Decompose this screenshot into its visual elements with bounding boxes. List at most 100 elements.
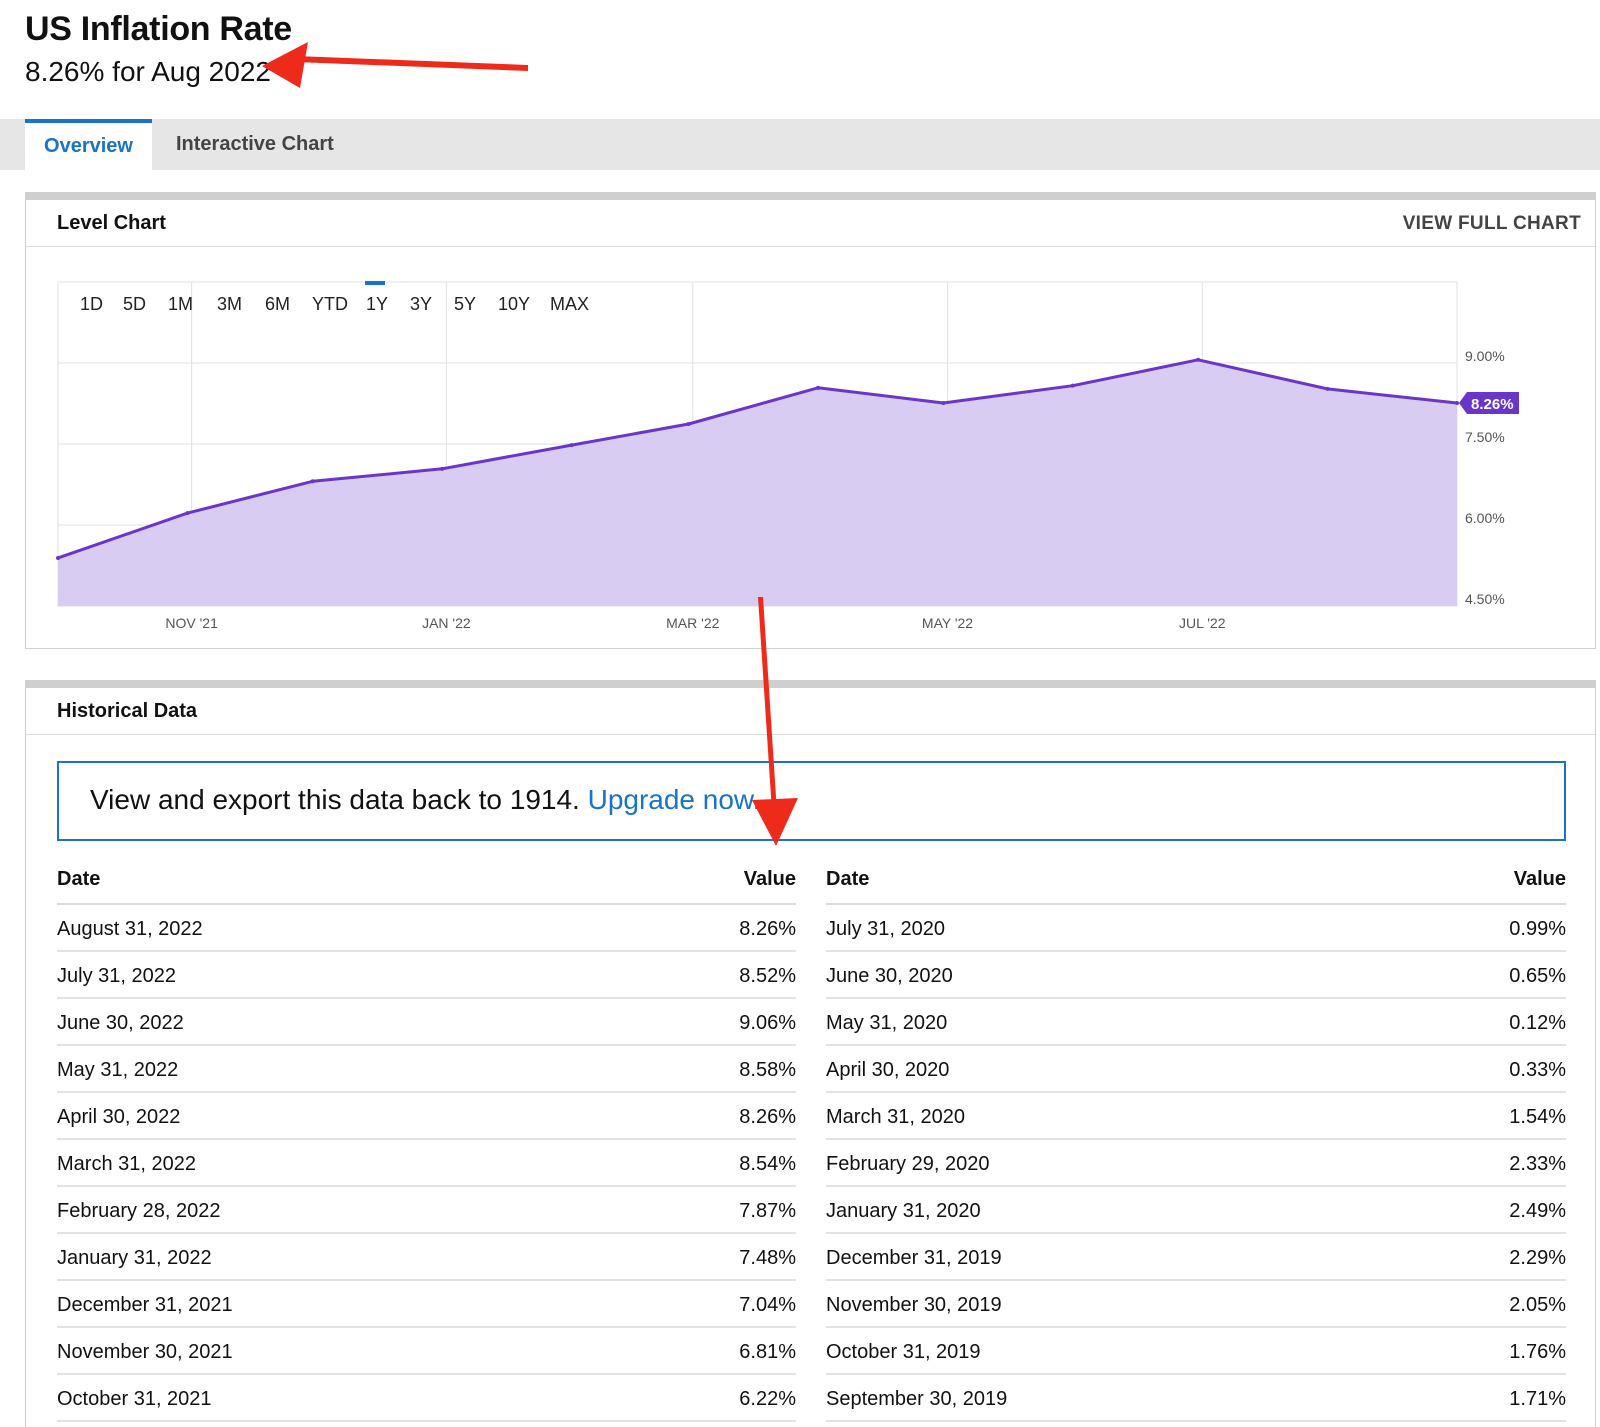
table-row: October 31, 2019 1.76% bbox=[826, 1328, 1566, 1375]
row-date: October 31, 2019 bbox=[826, 1341, 981, 1363]
tab-overview[interactable]: Overview bbox=[25, 119, 152, 170]
table-row: April 30, 2020 0.33% bbox=[826, 1046, 1566, 1093]
historical-data-panel: Historical Data View and export this dat… bbox=[25, 680, 1596, 1427]
range-button-3y[interactable]: 3Y bbox=[410, 294, 432, 314]
row-date: June 30, 2020 bbox=[826, 965, 953, 987]
x-tick-label: JUL '22 bbox=[1179, 615, 1226, 631]
range-button-3m[interactable]: 3M bbox=[217, 294, 242, 314]
upgrade-banner-text: View and export this data back to 1914. … bbox=[90, 784, 760, 816]
row-value: 8.52% bbox=[739, 965, 796, 987]
upgrade-now-link[interactable]: Upgrade now. bbox=[587, 784, 761, 815]
table-row: June 30, 2020 0.65% bbox=[826, 952, 1566, 999]
row-value: 2.05% bbox=[1509, 1294, 1566, 1316]
table-row: July 31, 2020 0.99% bbox=[826, 905, 1566, 952]
range-button-1d[interactable]: 1D bbox=[80, 294, 103, 314]
x-tick-label: NOV '21 bbox=[165, 615, 218, 631]
row-value: 8.58% bbox=[739, 1059, 796, 1081]
table-row: January 31, 2022 7.48% bbox=[57, 1234, 796, 1281]
active-range-indicator bbox=[365, 281, 385, 285]
row-date: December 31, 2019 bbox=[826, 1247, 1002, 1269]
table-row: November 30, 2021 6.81% bbox=[57, 1328, 796, 1375]
table-row: March 31, 2022 8.54% bbox=[57, 1140, 796, 1187]
range-button-10y[interactable]: 10Y bbox=[498, 294, 530, 314]
table-row: July 31, 2022 8.52% bbox=[57, 952, 796, 999]
table-row: March 31, 2020 1.54% bbox=[826, 1093, 1566, 1140]
table-row: April 30, 2022 8.26% bbox=[57, 1093, 796, 1140]
current-value-marker bbox=[1459, 391, 1519, 414]
data-point bbox=[185, 511, 190, 516]
table-row: December 31, 2021 7.04% bbox=[57, 1281, 796, 1328]
range-button-ytd[interactable]: YTD bbox=[312, 294, 348, 314]
row-date: June 30, 2022 bbox=[57, 1012, 184, 1034]
table-row: May 31, 2022 8.58% bbox=[57, 1046, 796, 1093]
y-tick-label: 4.50% bbox=[1465, 591, 1505, 607]
row-value: 7.87% bbox=[739, 1200, 796, 1222]
row-date: October 31, 2021 bbox=[57, 1388, 212, 1410]
tab-bar: Overview Interactive Chart bbox=[0, 119, 1600, 170]
table-row: May 31, 2020 0.12% bbox=[826, 999, 1566, 1046]
range-button-1m[interactable]: 1M bbox=[168, 294, 193, 314]
row-value: 7.04% bbox=[739, 1294, 796, 1316]
row-value: 9.06% bbox=[739, 1012, 796, 1034]
y-tick-label: 7.50% bbox=[1465, 429, 1505, 445]
value-column-header: Value bbox=[743, 868, 796, 890]
row-value: 1.76% bbox=[1509, 1341, 1566, 1363]
x-tick-label: MAY '22 bbox=[922, 615, 973, 631]
table-row: November 30, 2019 2.05% bbox=[826, 1281, 1566, 1328]
row-value: 7.48% bbox=[739, 1247, 796, 1269]
range-button-5y[interactable]: 5Y bbox=[454, 294, 476, 314]
data-point bbox=[440, 466, 445, 471]
data-point bbox=[686, 422, 691, 427]
data-point bbox=[816, 385, 821, 390]
table-row: September 30, 2019 1.71% bbox=[826, 1375, 1566, 1422]
table-row: June 30, 2022 9.06% bbox=[57, 999, 796, 1046]
range-button-5d[interactable]: 5D bbox=[123, 294, 146, 314]
row-date: December 31, 2021 bbox=[57, 1294, 233, 1316]
historical-data-header: Historical Data bbox=[26, 688, 1595, 735]
tab-interactive-chart[interactable]: Interactive Chart bbox=[176, 133, 334, 155]
data-point bbox=[1325, 386, 1330, 391]
table-row: February 29, 2020 2.33% bbox=[826, 1140, 1566, 1187]
row-date: November 30, 2021 bbox=[57, 1341, 233, 1363]
range-button-1y[interactable]: 1Y bbox=[366, 294, 388, 314]
data-point bbox=[1070, 383, 1075, 388]
level-chart-header: Level Chart VIEW FULL CHART bbox=[26, 200, 1595, 247]
date-column-header: Date bbox=[826, 868, 870, 890]
y-tick-label: 9.00% bbox=[1465, 348, 1505, 364]
data-point bbox=[941, 400, 946, 405]
row-date: May 31, 2020 bbox=[826, 1012, 948, 1034]
row-date: September 30, 2019 bbox=[826, 1388, 1008, 1410]
table-row: October 31, 2021 6.22% bbox=[57, 1375, 796, 1422]
row-value: 1.54% bbox=[1509, 1106, 1566, 1128]
row-value: 8.26% bbox=[739, 918, 796, 940]
row-date: January 31, 2020 bbox=[826, 1200, 981, 1222]
upgrade-banner-message: View and export this data back to 1914. bbox=[90, 784, 580, 815]
row-date: July 31, 2022 bbox=[57, 965, 176, 987]
level-chart[interactable]: 4.50% 6.00% 7.50% 9.00% NOV '21 JAN '22 MAR '2… bbox=[26, 200, 1595, 649]
area-fill bbox=[58, 359, 1457, 606]
row-date: April 30, 2022 bbox=[57, 1106, 181, 1128]
level-chart-panel: Level Chart VIEW FULL CHART 4.50% 6.00% 7.… bbox=[25, 192, 1596, 649]
row-value: 2.29% bbox=[1509, 1247, 1566, 1269]
row-date: July 31, 2020 bbox=[826, 918, 945, 940]
level-chart-title: Level Chart bbox=[57, 212, 166, 234]
row-value: 1.71% bbox=[1509, 1388, 1566, 1410]
row-date: January 31, 2022 bbox=[57, 1247, 212, 1269]
data-point bbox=[56, 555, 60, 560]
row-date: August 31, 2022 bbox=[57, 918, 203, 940]
row-date: May 31, 2022 bbox=[57, 1059, 179, 1081]
date-column-header: Date bbox=[57, 868, 101, 890]
row-value: 0.99% bbox=[1509, 918, 1566, 940]
range-button-max[interactable]: MAX bbox=[550, 294, 589, 314]
range-button-6m[interactable]: 6M bbox=[265, 294, 290, 314]
row-value: 0.33% bbox=[1509, 1059, 1566, 1081]
x-tick-label: JAN '22 bbox=[422, 615, 471, 631]
row-date: February 28, 2022 bbox=[57, 1200, 221, 1222]
row-date: February 29, 2020 bbox=[826, 1153, 990, 1175]
row-value: 8.54% bbox=[739, 1153, 796, 1175]
annotation-arrow-subtitle bbox=[262, 42, 528, 88]
row-date: April 30, 2020 bbox=[826, 1059, 950, 1081]
page-title: US Inflation Rate bbox=[25, 10, 292, 48]
view-full-chart-link[interactable]: VIEW FULL CHART bbox=[1402, 213, 1581, 234]
row-value: 2.33% bbox=[1509, 1153, 1566, 1175]
